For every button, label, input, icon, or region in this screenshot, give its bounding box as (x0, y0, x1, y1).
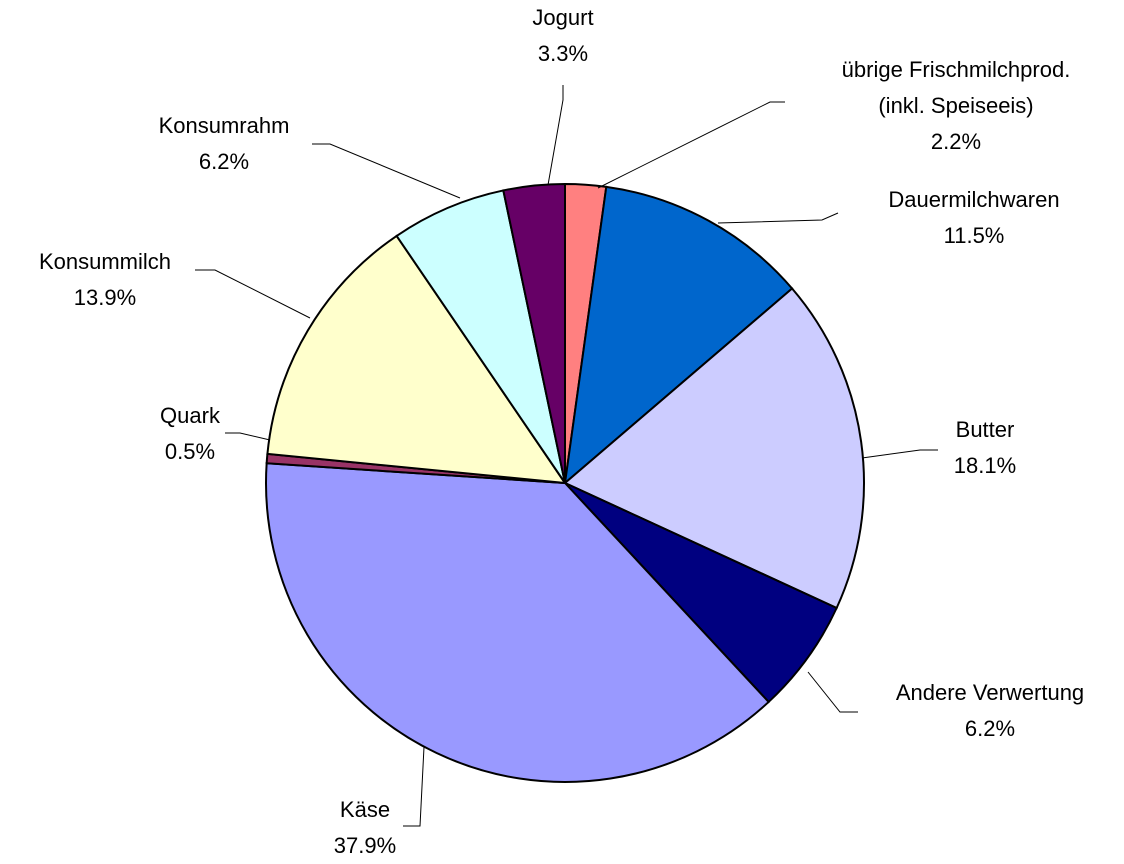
slice-label: übrige Frischmilchprod. (inkl. Speiseeis… (826, 52, 1086, 160)
pie-slice (265, 462, 771, 783)
pie-slice (502, 182, 566, 484)
category-label: Quark (160, 403, 220, 428)
value-label: 6.2% (198, 149, 250, 174)
value-label: 18.1% (953, 453, 1017, 478)
value-label: 3.3% (537, 41, 589, 66)
slice-label: Jogurt 3.3% (463, 0, 663, 72)
category-label: Andere Verwertung (895, 680, 1085, 705)
category-label: Käse (339, 797, 391, 822)
slice-label: Konsumrahm 6.2% (114, 108, 334, 180)
value-label: 13.9% (73, 285, 137, 310)
leader-line (807, 671, 858, 713)
value-label: 11.5% (943, 223, 1005, 248)
value-label: 6.2% (964, 716, 1016, 741)
slice-label: Dauermilchwaren 11.5% (844, 182, 1104, 254)
pie-slice (564, 482, 838, 704)
leader-line (547, 85, 564, 186)
value-label: 37.9% (333, 833, 397, 858)
leader-line (597, 101, 785, 189)
category-label: Konsummilch (38, 249, 172, 274)
leader-line (225, 432, 271, 441)
leader-line (403, 746, 425, 827)
category-label: Dauermilchwaren (888, 187, 1060, 212)
value-label: 0.5% (164, 439, 216, 464)
pie-slice (395, 189, 566, 484)
value-label: 2.2% (930, 129, 982, 154)
leader-line (717, 212, 839, 224)
slice-label: Käse 37.9% (265, 792, 465, 864)
category-label: Konsumrahm (158, 113, 290, 138)
slice-label: Konsummilch 13.9% (0, 244, 215, 316)
pie-slice (563, 185, 794, 486)
category-label: übrige Frischmilchprod. (inkl. Speiseeis… (841, 57, 1071, 118)
category-label: Jogurt (532, 5, 594, 30)
slice-label: Butter 18.1% (885, 412, 1085, 484)
slice-label: Andere Verwertung 6.2% (860, 675, 1120, 747)
leader-line (861, 449, 938, 459)
pie-slice (266, 234, 568, 485)
category-label: Butter (955, 417, 1015, 442)
leader-line (312, 143, 461, 199)
leader-line (195, 269, 311, 319)
pie-slice (563, 287, 865, 610)
slice-label: Quark 0.5% (90, 398, 290, 470)
